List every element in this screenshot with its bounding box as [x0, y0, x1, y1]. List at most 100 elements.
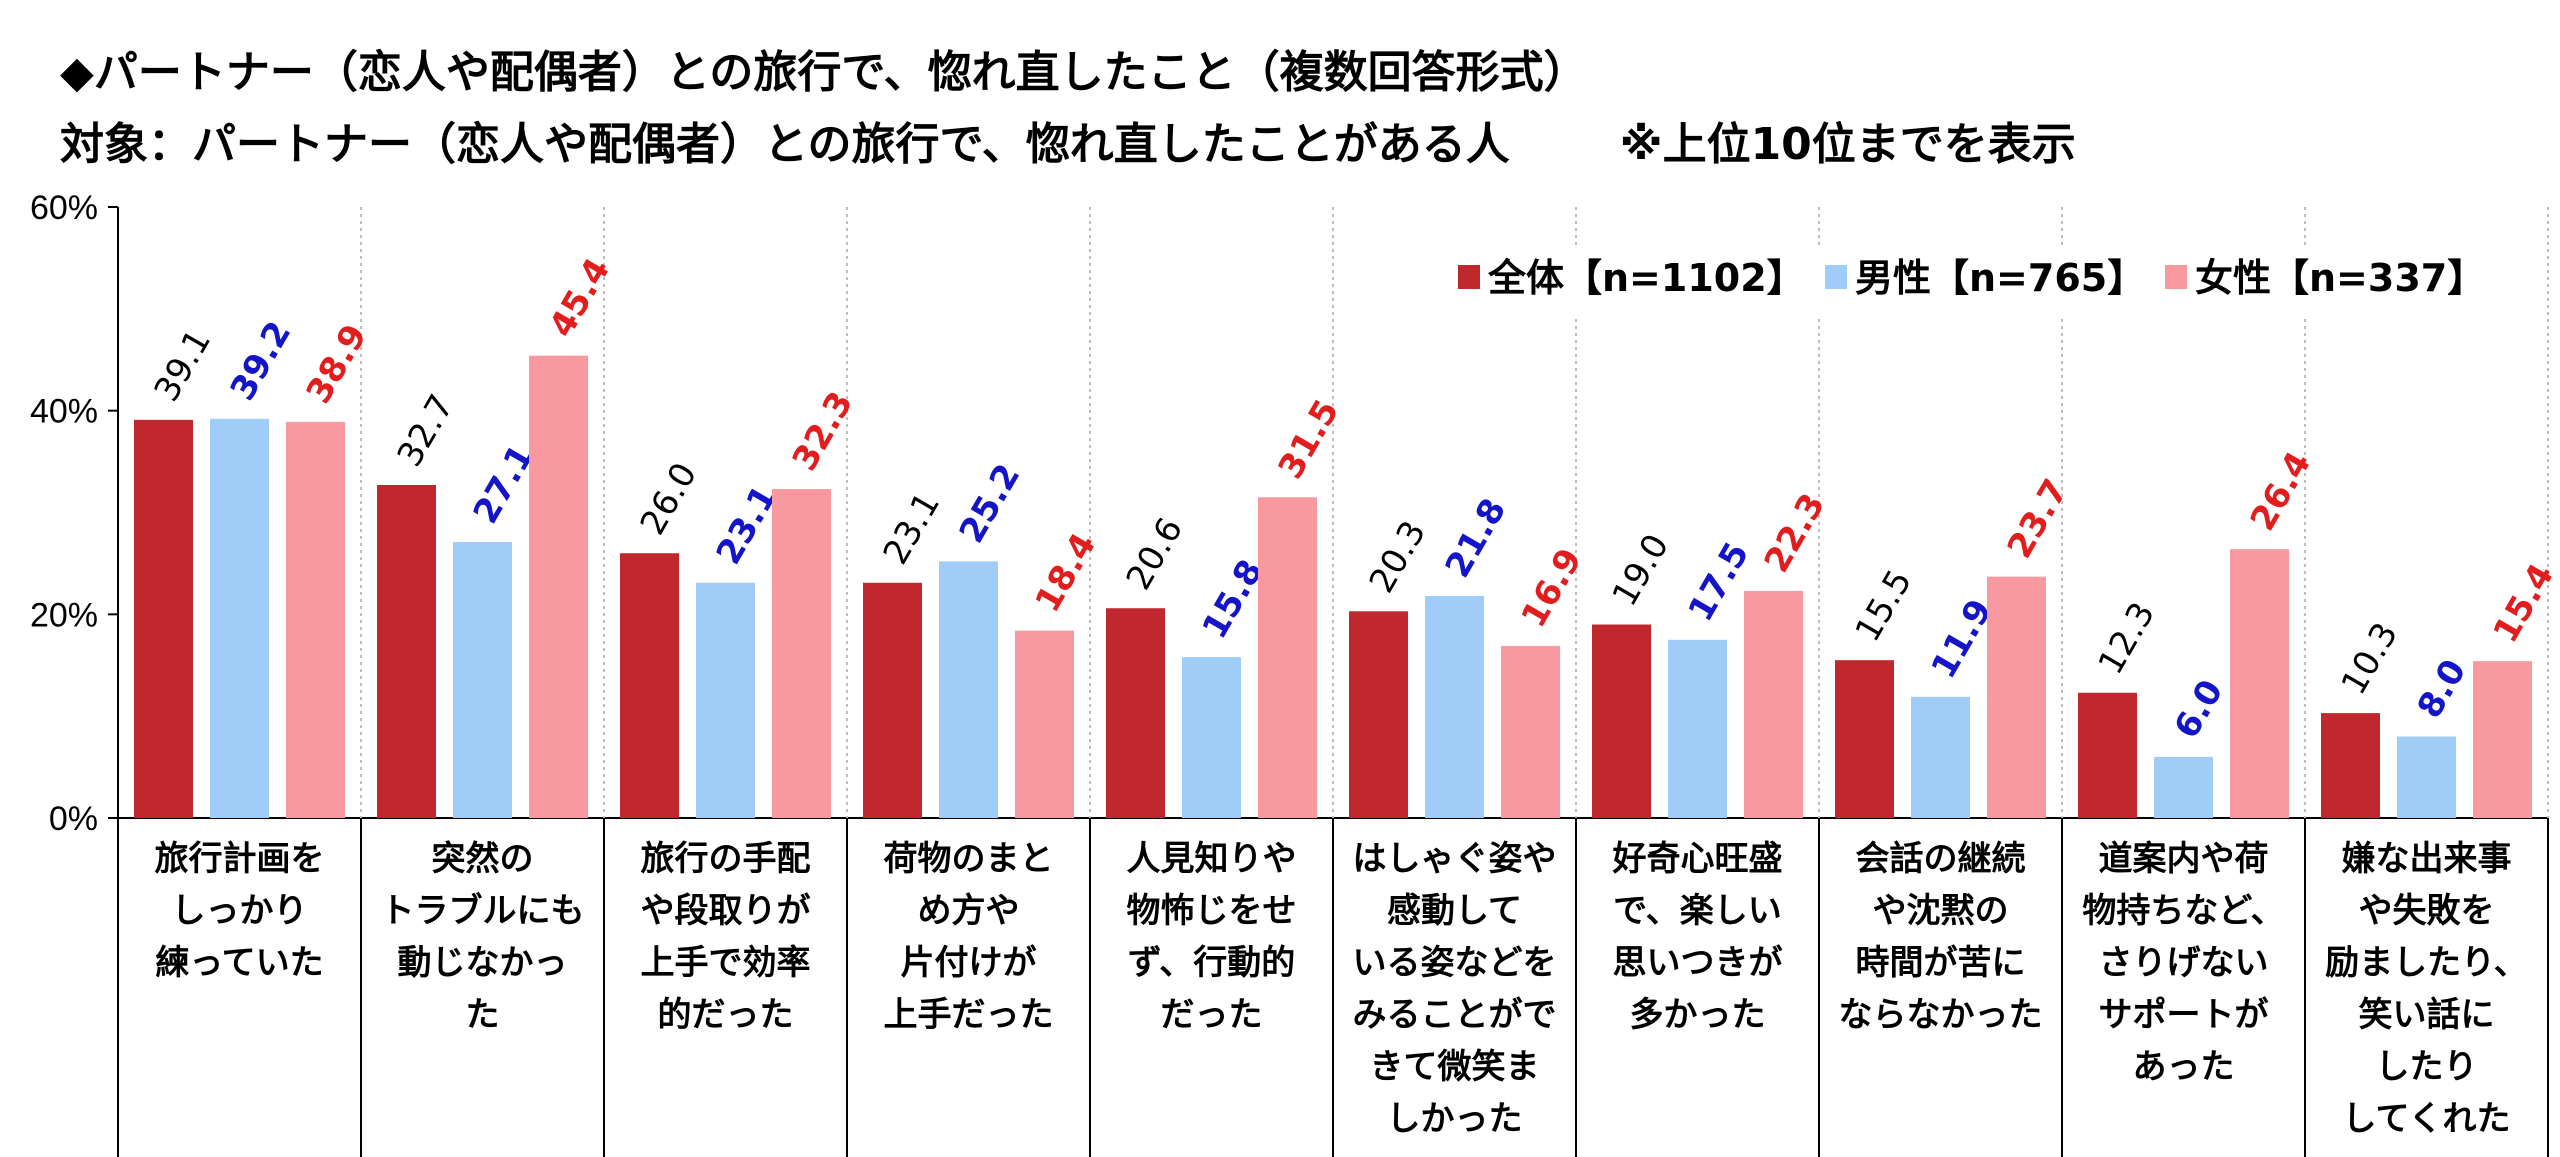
- data-label-male: 6.0: [2167, 673, 2232, 745]
- bar-all: [1592, 624, 1651, 818]
- bar-male: [1911, 696, 1970, 818]
- x-category-label: 道案内や荷: [2099, 839, 2269, 879]
- data-label-all: 20.3: [1362, 514, 1434, 600]
- bar-male: [210, 418, 269, 818]
- bar-all: [1835, 660, 1894, 818]
- data-label-all: 26.0: [633, 456, 705, 542]
- x-category-label: あった: [2133, 1047, 2235, 1087]
- y-tick-label: 20%: [30, 596, 98, 634]
- legend-swatch-female: [2165, 265, 2187, 289]
- x-category-label: 時間が苦に: [1856, 943, 2026, 983]
- data-label-all: 10.3: [2334, 616, 2406, 702]
- data-label-female: 45.4: [542, 252, 619, 345]
- chart-subtitle-note: ※上位10位までを表示: [1619, 119, 2076, 170]
- bar-male: [696, 582, 755, 818]
- x-category-label: 的だった: [658, 995, 794, 1035]
- bar-female: [2230, 549, 2289, 818]
- bar-male: [2397, 736, 2456, 818]
- bar-male: [1182, 657, 1241, 818]
- legend-background: [1440, 245, 2520, 315]
- x-category-label: はしゃぐ姿や: [1353, 839, 1557, 879]
- x-category-label: 旅行の手配: [641, 839, 811, 879]
- x-category-label: や沈黙の: [1873, 891, 2009, 931]
- legend-label-all: 全体【n=1102】: [1487, 256, 1805, 300]
- x-category-label: しかった: [1387, 1099, 1523, 1139]
- x-category-label: 旅行計画を: [155, 839, 325, 879]
- chart-title: ◆パートナー（恋人や配偶者）との旅行で、惚れ直したこと（複数回答形式）: [60, 47, 1588, 98]
- bar-female: [1744, 590, 1803, 818]
- x-category-label: ならなかった: [1839, 995, 2043, 1035]
- x-category-label: さりげない: [2099, 943, 2269, 983]
- bar-male: [939, 561, 998, 818]
- data-label-all: 20.6: [1119, 511, 1191, 597]
- bar-all: [2078, 692, 2137, 818]
- x-category-label: 上手で効率: [641, 943, 811, 983]
- x-category-label: 好奇心旺盛: [1612, 839, 1783, 879]
- bar-female: [1501, 645, 1560, 818]
- data-label-all: 12.3: [2091, 596, 2163, 682]
- data-label-male: 39.2: [223, 315, 300, 408]
- bar-female: [286, 421, 345, 818]
- bar-female: [772, 489, 831, 818]
- x-category-label: いる姿などを: [1353, 943, 1557, 983]
- legend-label-female: 女性【n=337】: [2195, 256, 2485, 300]
- bar-all: [1106, 608, 1165, 818]
- x-category-label: 会話の継続: [1856, 839, 2026, 879]
- bar-male: [1425, 596, 1484, 818]
- chart-subtitle-target: 対象：パートナー（恋人や配偶者）との旅行で、惚れ直したことがある人: [60, 119, 1510, 170]
- x-category-label: 人見知りや: [1127, 839, 1297, 879]
- x-category-label: 笑い話に: [2359, 995, 2495, 1035]
- bar-female: [529, 355, 588, 818]
- x-category-label: た: [466, 995, 500, 1035]
- bar-all: [134, 419, 193, 818]
- x-category-label: きて微笑ま: [1370, 1047, 1540, 1087]
- bar-all: [620, 553, 679, 818]
- data-label-all: 32.7: [390, 388, 462, 474]
- x-category-label: トラブルにも: [381, 891, 585, 931]
- data-label-female: 26.4: [2243, 445, 2320, 538]
- x-category-label: 突然の: [432, 839, 534, 879]
- data-label-female: 23.7: [2000, 473, 2077, 566]
- y-tick-label: 60%: [30, 189, 98, 227]
- bar-female: [1015, 630, 1074, 818]
- data-label-all: 19.0: [1605, 527, 1677, 613]
- bar-female: [2473, 661, 2532, 818]
- x-category-label: 感動して: [1387, 891, 1522, 931]
- x-category-label: 動じなかっ: [398, 943, 568, 983]
- x-category-label: や段取りが: [641, 891, 811, 931]
- x-category-label: しっかり: [172, 891, 308, 931]
- data-label-male: 21.8: [1438, 492, 1515, 585]
- bar-female: [1987, 576, 2046, 818]
- x-category-label: め方や: [918, 891, 1020, 931]
- data-label-female: 18.4: [1028, 526, 1105, 619]
- x-category-label: ず、行動的: [1128, 943, 1296, 983]
- x-category-label: 荷物のまと: [884, 839, 1054, 879]
- bar-male: [2154, 756, 2213, 818]
- data-label-male: 8.0: [2410, 653, 2475, 725]
- x-category-label: 励ましたり、: [2325, 943, 2528, 983]
- bar-male: [453, 542, 512, 818]
- data-label-all: 15.5: [1848, 563, 1920, 649]
- bar-all: [863, 582, 922, 818]
- data-label-female: 31.5: [1271, 393, 1348, 486]
- bar-all: [1349, 611, 1408, 818]
- bar-all: [2321, 713, 2380, 818]
- bar-all: [377, 485, 436, 818]
- legend-swatch-male: [1825, 265, 1847, 289]
- data-label-all: 23.1: [876, 486, 948, 572]
- y-tick-label: 0%: [49, 800, 98, 838]
- data-label-all: 39.1: [147, 323, 219, 409]
- legend-swatch-all: [1458, 265, 1480, 289]
- legend-label-male: 男性【n=765】: [1855, 256, 2145, 300]
- data-label-female: 22.3: [1757, 487, 1834, 580]
- y-tick-label: 40%: [30, 393, 98, 431]
- x-category-label: 片付けが: [901, 943, 1037, 983]
- data-label-female: 32.3: [785, 385, 862, 478]
- x-category-label: サポートが: [2099, 995, 2269, 1035]
- x-category-label: したり: [2376, 1047, 2478, 1087]
- x-category-label: してくれた: [2343, 1099, 2511, 1139]
- x-category-label: や失敗を: [2359, 891, 2495, 931]
- data-label-female: 38.9: [299, 318, 376, 411]
- data-label-male: 25.2: [952, 457, 1029, 550]
